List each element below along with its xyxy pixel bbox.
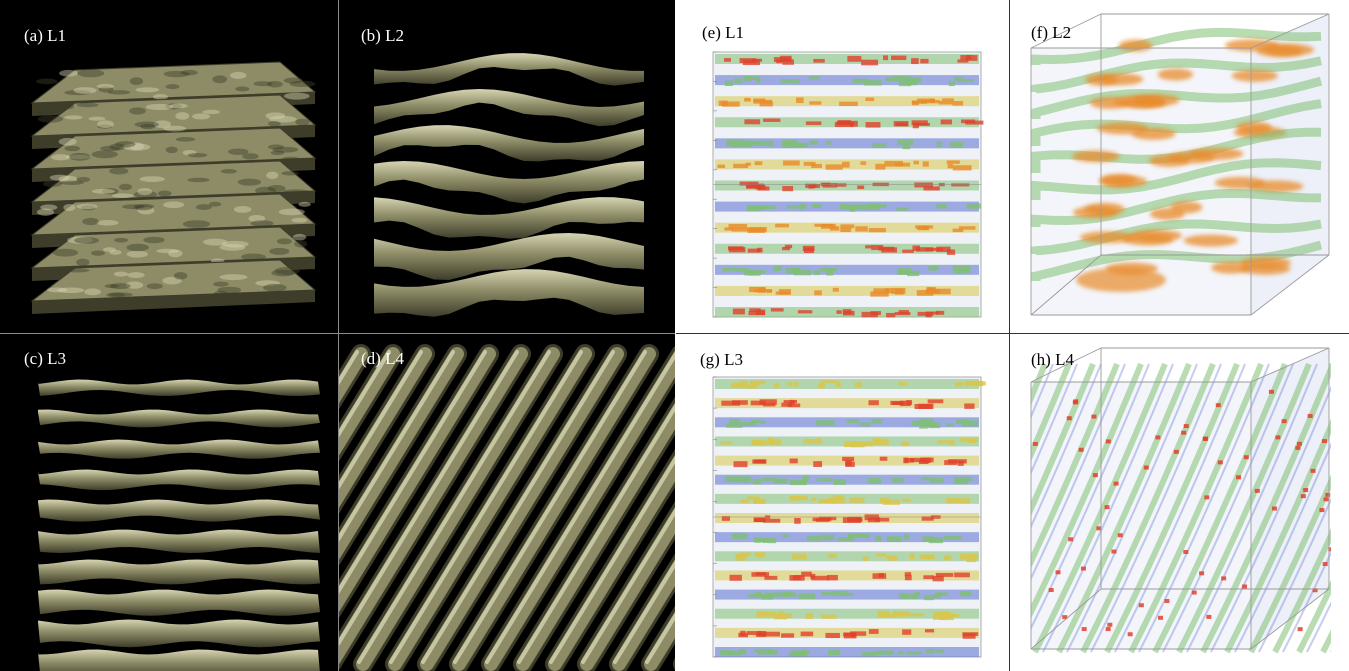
surface-layer xyxy=(38,499,320,522)
surface-layer xyxy=(30,160,317,215)
volume-rod xyxy=(1296,541,1349,654)
surface-layer xyxy=(38,469,320,491)
panel-label: (e) L1 xyxy=(702,23,745,42)
volume-layer xyxy=(715,570,979,581)
panel-b: (b) L2 xyxy=(339,0,675,333)
divider-vertical-left xyxy=(338,0,339,671)
volume-rod xyxy=(1080,362,1216,654)
surface-layer xyxy=(38,379,320,396)
volume-layer xyxy=(715,398,979,409)
volume-layer xyxy=(715,75,979,86)
divider-horizontal-left xyxy=(0,333,675,334)
volume-rod xyxy=(1011,362,1120,611)
volume-diagonal-rods-render xyxy=(1011,334,1349,671)
volume-layer xyxy=(715,379,979,389)
volume-layer xyxy=(715,608,979,619)
volume-layer xyxy=(715,243,979,254)
volume-layer xyxy=(715,264,979,275)
volume-layer xyxy=(715,493,979,504)
surface-layer xyxy=(38,619,320,648)
surface-layer xyxy=(38,649,320,671)
divider-vertical-right xyxy=(1009,0,1010,671)
volume-rod xyxy=(1248,432,1349,654)
panel-label: (d) L4 xyxy=(361,349,404,368)
volume-layer xyxy=(715,474,979,485)
panel-d: (d) L4 xyxy=(339,334,675,671)
surface-layer xyxy=(38,559,320,585)
volume-layer xyxy=(1031,27,1322,65)
surface-wavy-layers-render xyxy=(374,53,644,317)
volume-layer xyxy=(1031,76,1323,119)
panel-c: (c) L3 xyxy=(0,334,338,671)
panel-f: (f) L2 xyxy=(1011,0,1349,333)
panel-e: (e) L1 xyxy=(676,0,1009,333)
divider-horizontal-right xyxy=(676,333,1349,334)
surface-layer xyxy=(374,197,644,239)
surface-layer xyxy=(38,439,320,459)
volume-layer xyxy=(715,96,979,107)
panel-label: (a) L1 xyxy=(24,26,67,45)
surface-layer xyxy=(374,161,644,204)
volume-layer xyxy=(715,647,979,657)
volume-layer xyxy=(715,180,979,191)
volume-rod xyxy=(1152,362,1288,654)
panel-label: (g) L3 xyxy=(700,350,743,369)
surface-layer xyxy=(374,53,644,86)
surface-layer xyxy=(30,259,317,314)
surface-diagonal-rods-render xyxy=(339,344,675,671)
volume-layer xyxy=(715,54,979,64)
volume-rod xyxy=(1176,362,1312,654)
panel-h: (h) L4 xyxy=(1011,334,1349,671)
surface-layer xyxy=(38,409,320,428)
surface-layer xyxy=(38,589,320,616)
volume-layer xyxy=(1031,219,1322,256)
volume-layer xyxy=(715,285,979,296)
panel-label: (h) L4 xyxy=(1031,350,1074,369)
surface-layer xyxy=(374,269,644,317)
volume-layer xyxy=(1031,188,1322,227)
panel-g: (g) L3 xyxy=(676,334,1009,671)
volume-layer xyxy=(715,551,979,562)
volume-rod xyxy=(1200,362,1336,654)
panel-label: (b) L2 xyxy=(361,26,404,45)
volume-layer xyxy=(1031,99,1322,146)
volume-thin-layers-render xyxy=(712,376,986,658)
volume-layer xyxy=(715,138,979,149)
surface-layer xyxy=(374,125,644,162)
surface-flat-layers-render xyxy=(30,61,317,314)
volume-rod xyxy=(1011,362,1072,508)
volume-wavy-layers-render xyxy=(1030,13,1330,316)
surface-thin-layers-render xyxy=(38,379,320,671)
volume-flat-layers-render xyxy=(712,51,984,318)
panel-label: (f) L2 xyxy=(1031,23,1072,42)
volume-box xyxy=(1031,382,1251,649)
volume-layer xyxy=(1031,158,1322,200)
panel-a: (a) L1 xyxy=(0,0,338,333)
surface-layer xyxy=(374,89,644,127)
volume-layer xyxy=(1031,56,1322,94)
surface-layer xyxy=(374,233,644,280)
volume-rod xyxy=(1032,362,1168,654)
panel-label: (c) L3 xyxy=(24,349,67,368)
volume-rod xyxy=(1056,362,1192,654)
surface-layer xyxy=(38,529,320,553)
volume-rod xyxy=(1128,362,1264,654)
